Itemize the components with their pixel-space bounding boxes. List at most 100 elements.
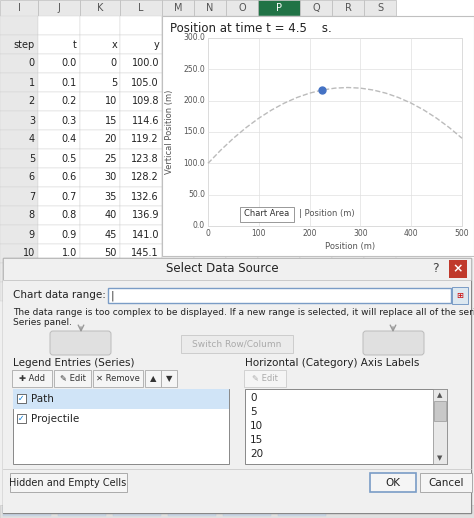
Text: | Position (m): | Position (m) — [299, 209, 355, 219]
FancyBboxPatch shape — [3, 258, 471, 513]
FancyBboxPatch shape — [162, 16, 474, 256]
FancyBboxPatch shape — [300, 54, 332, 73]
Text: 3: 3 — [29, 116, 35, 125]
Text: 40: 40 — [105, 210, 117, 221]
Text: 0.3: 0.3 — [62, 116, 77, 125]
Text: 123.8: 123.8 — [131, 153, 159, 164]
FancyBboxPatch shape — [38, 206, 80, 225]
FancyBboxPatch shape — [0, 149, 38, 168]
FancyBboxPatch shape — [226, 130, 258, 149]
Text: Legend Entries (Series): Legend Entries (Series) — [13, 358, 135, 368]
FancyBboxPatch shape — [3, 507, 51, 516]
Text: 20: 20 — [250, 449, 263, 459]
FancyBboxPatch shape — [0, 206, 38, 225]
FancyBboxPatch shape — [332, 16, 364, 35]
FancyBboxPatch shape — [332, 0, 364, 16]
Text: 132.6: 132.6 — [131, 192, 159, 202]
FancyBboxPatch shape — [363, 331, 424, 355]
FancyBboxPatch shape — [258, 149, 300, 168]
Text: 150.0: 150.0 — [183, 127, 205, 137]
FancyBboxPatch shape — [194, 206, 226, 225]
FancyBboxPatch shape — [194, 187, 226, 206]
FancyBboxPatch shape — [226, 206, 258, 225]
FancyBboxPatch shape — [364, 225, 396, 244]
Text: 50.0: 50.0 — [188, 190, 205, 199]
Text: 200: 200 — [302, 228, 317, 237]
FancyBboxPatch shape — [0, 54, 38, 73]
FancyBboxPatch shape — [0, 244, 38, 263]
FancyBboxPatch shape — [300, 187, 332, 206]
Text: P: P — [276, 3, 282, 13]
Text: 12: 12 — [23, 286, 35, 296]
FancyBboxPatch shape — [80, 73, 120, 92]
FancyBboxPatch shape — [258, 187, 300, 206]
FancyBboxPatch shape — [226, 282, 258, 301]
FancyBboxPatch shape — [80, 149, 120, 168]
FancyBboxPatch shape — [300, 282, 332, 301]
FancyBboxPatch shape — [194, 225, 226, 244]
FancyBboxPatch shape — [13, 389, 229, 409]
FancyBboxPatch shape — [38, 73, 80, 92]
FancyBboxPatch shape — [332, 54, 364, 73]
Text: 15: 15 — [105, 116, 117, 125]
FancyBboxPatch shape — [332, 206, 364, 225]
Text: 200.0: 200.0 — [183, 96, 205, 105]
Text: 149.1: 149.1 — [131, 267, 159, 278]
FancyBboxPatch shape — [120, 0, 162, 16]
FancyBboxPatch shape — [80, 111, 120, 130]
Text: ▼: ▼ — [438, 455, 443, 461]
Text: J: J — [57, 3, 61, 13]
FancyBboxPatch shape — [162, 35, 194, 54]
FancyBboxPatch shape — [258, 0, 300, 16]
Text: 5: 5 — [111, 78, 117, 88]
FancyBboxPatch shape — [258, 111, 300, 130]
FancyBboxPatch shape — [120, 206, 162, 225]
FancyBboxPatch shape — [0, 92, 38, 111]
FancyBboxPatch shape — [226, 35, 258, 54]
Text: Position at time t = 4.5    s.: Position at time t = 4.5 s. — [170, 22, 332, 35]
Text: OK: OK — [385, 478, 401, 487]
Text: N: N — [206, 3, 214, 13]
Text: 0.5: 0.5 — [62, 153, 77, 164]
Text: K: K — [97, 3, 103, 13]
FancyBboxPatch shape — [38, 225, 80, 244]
FancyBboxPatch shape — [120, 168, 162, 187]
Text: 45: 45 — [105, 229, 117, 239]
FancyBboxPatch shape — [162, 73, 194, 92]
Text: 11: 11 — [23, 267, 35, 278]
FancyBboxPatch shape — [364, 16, 396, 35]
FancyBboxPatch shape — [226, 225, 258, 244]
FancyBboxPatch shape — [258, 130, 300, 149]
Text: 119.2: 119.2 — [131, 135, 159, 145]
FancyBboxPatch shape — [364, 206, 396, 225]
FancyBboxPatch shape — [0, 505, 474, 518]
Text: Series panel.: Series panel. — [13, 318, 72, 327]
FancyBboxPatch shape — [452, 287, 468, 304]
Text: 100.0: 100.0 — [131, 59, 159, 68]
Text: x: x — [111, 39, 117, 50]
Text: Horizontal (Category) Axis Labels: Horizontal (Category) Axis Labels — [245, 358, 419, 368]
FancyBboxPatch shape — [162, 0, 194, 16]
FancyBboxPatch shape — [80, 263, 120, 282]
Text: The data range is too complex to be displayed. If a new range is selected, it wi: The data range is too complex to be disp… — [13, 308, 474, 317]
FancyBboxPatch shape — [162, 111, 194, 130]
Text: 55: 55 — [104, 267, 117, 278]
FancyBboxPatch shape — [38, 111, 80, 130]
FancyBboxPatch shape — [364, 0, 396, 16]
FancyBboxPatch shape — [194, 263, 226, 282]
FancyBboxPatch shape — [120, 244, 162, 263]
Text: ⊞: ⊞ — [456, 291, 464, 300]
Text: 0.4: 0.4 — [62, 135, 77, 145]
Text: L: L — [138, 3, 144, 13]
Text: t: t — [73, 39, 77, 50]
FancyBboxPatch shape — [332, 282, 364, 301]
Text: 6: 6 — [29, 172, 35, 182]
Text: 0: 0 — [206, 228, 210, 237]
Text: 2: 2 — [29, 96, 35, 107]
FancyBboxPatch shape — [38, 0, 80, 16]
FancyBboxPatch shape — [13, 389, 229, 464]
Text: Switch Row/Column: Switch Row/Column — [192, 339, 282, 349]
FancyBboxPatch shape — [80, 16, 120, 35]
FancyBboxPatch shape — [332, 73, 364, 92]
FancyBboxPatch shape — [58, 507, 106, 516]
